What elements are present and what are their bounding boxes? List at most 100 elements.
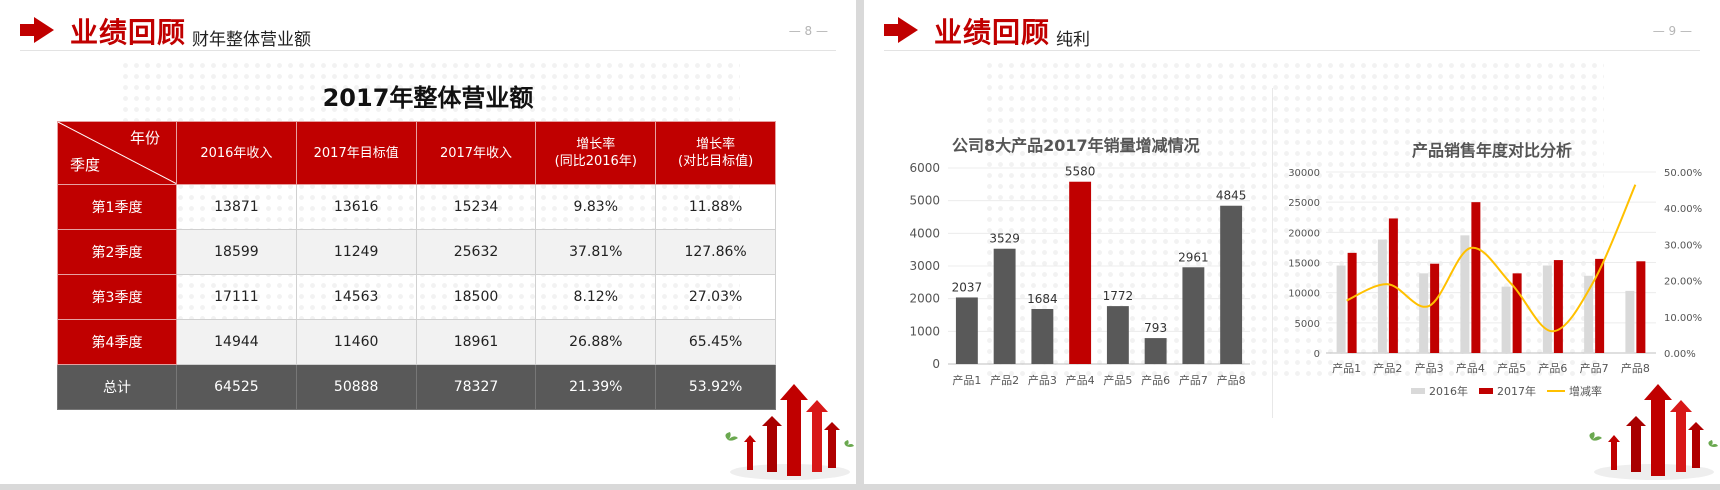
y2-tick-label: 20.00% <box>1664 277 1702 288</box>
legend-swatch-2016 <box>1411 388 1425 394</box>
y-tick-label: 2000 <box>909 292 940 306</box>
y2-tick-label: 30.00% <box>1664 240 1702 251</box>
x-tick-label: 产品7 <box>1179 373 1208 387</box>
table-cell: 78327 <box>415 364 537 410</box>
bar <box>1220 205 1243 364</box>
table-cell: 64525 <box>176 364 297 410</box>
x-tick-label: 产品1 <box>952 373 981 387</box>
table-cell: 14563 <box>295 274 417 320</box>
bar-2017 <box>1471 202 1481 353</box>
column-header: 2017年目标值 <box>295 121 417 185</box>
y-tick-label: 1000 <box>909 324 940 338</box>
y-tick-label: 5000 <box>1295 319 1320 330</box>
bar-2016 <box>1460 235 1470 353</box>
bar <box>1182 267 1205 364</box>
table-cell: 37.81% <box>535 229 657 275</box>
page-number: — 8 — <box>788 24 828 38</box>
y-tick-label: 0 <box>1314 349 1320 360</box>
y-tick-label: 0 <box>932 357 940 371</box>
bar-2017 <box>1595 258 1605 353</box>
table-row: 第3季度 17111 14563 18500 8.12% 27.03% <box>57 274 776 320</box>
y-tick-label: 3000 <box>909 259 940 273</box>
table-row: 第1季度 13871 13616 15234 9.83% 11.88% <box>57 184 776 230</box>
x-tick-label: 产品6 <box>1538 361 1567 375</box>
data-label: 2961 <box>1178 250 1209 264</box>
table-cell: 8.12% <box>535 274 657 320</box>
y2-tick-label: 10.00% <box>1664 313 1702 324</box>
x-tick-label: 产品7 <box>1580 361 1609 375</box>
row-label: 第2季度 <box>57 229 177 275</box>
x-tick-label: 产品4 <box>1066 373 1095 387</box>
y-tick-label: 25000 <box>1288 198 1320 209</box>
x-tick-label: 产品3 <box>1028 373 1057 387</box>
header-title: 业绩回顾 <box>70 16 187 49</box>
y-tick-label: 20000 <box>1288 228 1320 239</box>
header-subtitle: 财年整体营业额 <box>192 30 311 50</box>
table-cell: 11.88% <box>655 184 776 230</box>
row-label: 第4季度 <box>57 319 177 365</box>
column-header: 2017年收入 <box>415 121 537 185</box>
table-cell: 50888 <box>295 364 417 410</box>
data-label: 2037 <box>952 280 983 294</box>
table-cell: 15234 <box>415 184 537 230</box>
table-cell: 11460 <box>295 319 417 365</box>
y-tick-label: 30000 <box>1288 168 1320 179</box>
table-cell: 127.86% <box>655 229 776 275</box>
bar-2016 <box>1625 290 1635 353</box>
chart1-title: 公司8大产品2017年销量增减情况 <box>952 136 1200 155</box>
data-label: 5580 <box>1065 165 1096 179</box>
x-tick-label: 产品2 <box>1373 361 1402 375</box>
growth-arrows-icon <box>1589 384 1718 480</box>
column-header: 2016年收入 <box>176 121 297 185</box>
table-cell: 13616 <box>295 184 417 230</box>
table-cell: 14944 <box>176 319 297 365</box>
slide-right: 业绩回顾 纯利 — 9 — 公司8大产品2017年销量增减情况 0 1000 200… <box>864 0 1720 484</box>
table-cell: 13871 <box>176 184 297 230</box>
table-corner-header: 年份 季度 <box>57 121 177 185</box>
x-tick-label: 产品5 <box>1103 373 1132 387</box>
data-label: 3529 <box>989 232 1020 246</box>
bar <box>1144 338 1167 364</box>
bar-2017 <box>1553 260 1563 353</box>
table-cell: 25632 <box>415 229 537 275</box>
bar-2017 <box>1636 261 1646 353</box>
header-divider <box>20 50 836 51</box>
x-tick-label: 产品5 <box>1497 361 1526 375</box>
column-header: 增长率 (同比2016年) <box>535 121 657 185</box>
y-tick-label: 6000 <box>909 161 940 175</box>
x-tick-label: 产品3 <box>1415 361 1444 375</box>
row-label: 第3季度 <box>57 274 177 320</box>
row-label: 总计 <box>57 364 177 410</box>
bar <box>1106 306 1129 364</box>
chart-divider <box>1272 88 1273 418</box>
y2-tick-label: 40.00% <box>1664 204 1702 215</box>
table-cell: 65.45% <box>655 319 776 365</box>
corner-year-label: 年份 <box>129 129 160 147</box>
bar-2017 <box>1347 252 1357 353</box>
legend-label: 2017年 <box>1497 384 1536 398</box>
bar <box>1069 181 1092 364</box>
bar-2016 <box>1336 265 1346 353</box>
bar <box>1031 308 1054 364</box>
bar-2016 <box>1584 275 1594 353</box>
x-tick-label: 产品8 <box>1217 373 1246 387</box>
chart2-title: 产品销售年度对比分析 <box>1412 141 1573 160</box>
header-arrow-icon <box>884 17 918 43</box>
bar-2016 <box>1501 286 1511 353</box>
corner-quarter-label: 季度 <box>70 156 101 174</box>
column-header: 增长率 (对比目标值) <box>655 121 776 185</box>
header-divider <box>884 50 1700 51</box>
x-tick-label: 产品6 <box>1141 373 1170 387</box>
slide-left: 业绩回顾 财年整体营业额 — 8 — 2017年整体营业额 年份 季度 2016… <box>0 0 856 484</box>
table-cell: 18500 <box>415 274 537 320</box>
table-cell: 53.92% <box>655 364 776 410</box>
table-cell: 26.88% <box>535 319 657 365</box>
y2-tick-label: 0.00% <box>1664 349 1696 360</box>
x-tick-label: 产品2 <box>990 373 1019 387</box>
legend-swatch-2017 <box>1479 388 1493 394</box>
total-row: 总计 64525 50888 78327 21.39% 53.92% <box>57 364 776 410</box>
x-tick-label: 产品1 <box>1332 361 1361 375</box>
bar-2016 <box>1377 239 1387 353</box>
bar <box>993 248 1016 364</box>
header-title: 业绩回顾 <box>934 16 1051 49</box>
